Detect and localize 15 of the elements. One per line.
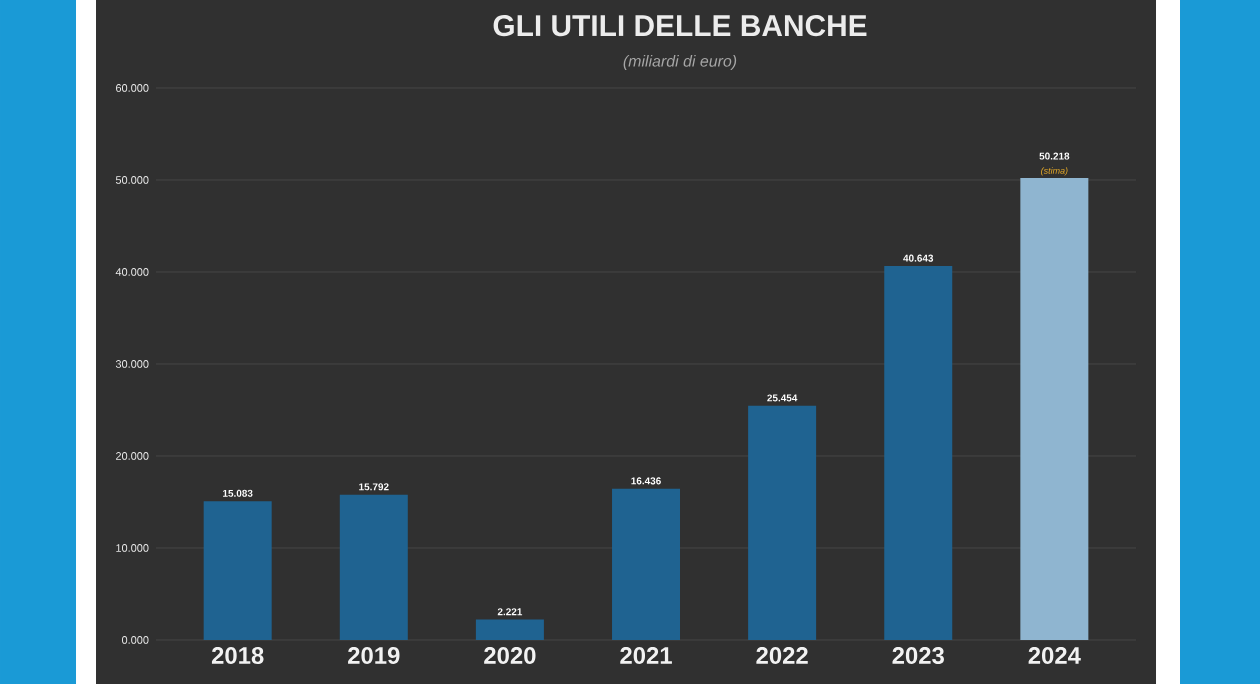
bar [748, 405, 817, 640]
bar [203, 501, 272, 640]
x-tick-label: 2021 [620, 647, 672, 664]
x-tick-label: 2024 [1028, 647, 1081, 664]
bar [884, 266, 953, 640]
x-tick-label: 2019 [348, 647, 400, 664]
bar [475, 619, 544, 640]
x-tick-label: 2018 [211, 647, 264, 664]
bar [612, 488, 681, 640]
x-tick-label: 2020 [484, 647, 536, 664]
x-tick-label: 2023 [892, 647, 944, 665]
bar [1020, 178, 1089, 640]
x-tick-label: 2022 [756, 647, 808, 664]
bar [339, 494, 408, 640]
chart-title: GLI UTILI DELLE BANCHE [493, 15, 867, 37]
